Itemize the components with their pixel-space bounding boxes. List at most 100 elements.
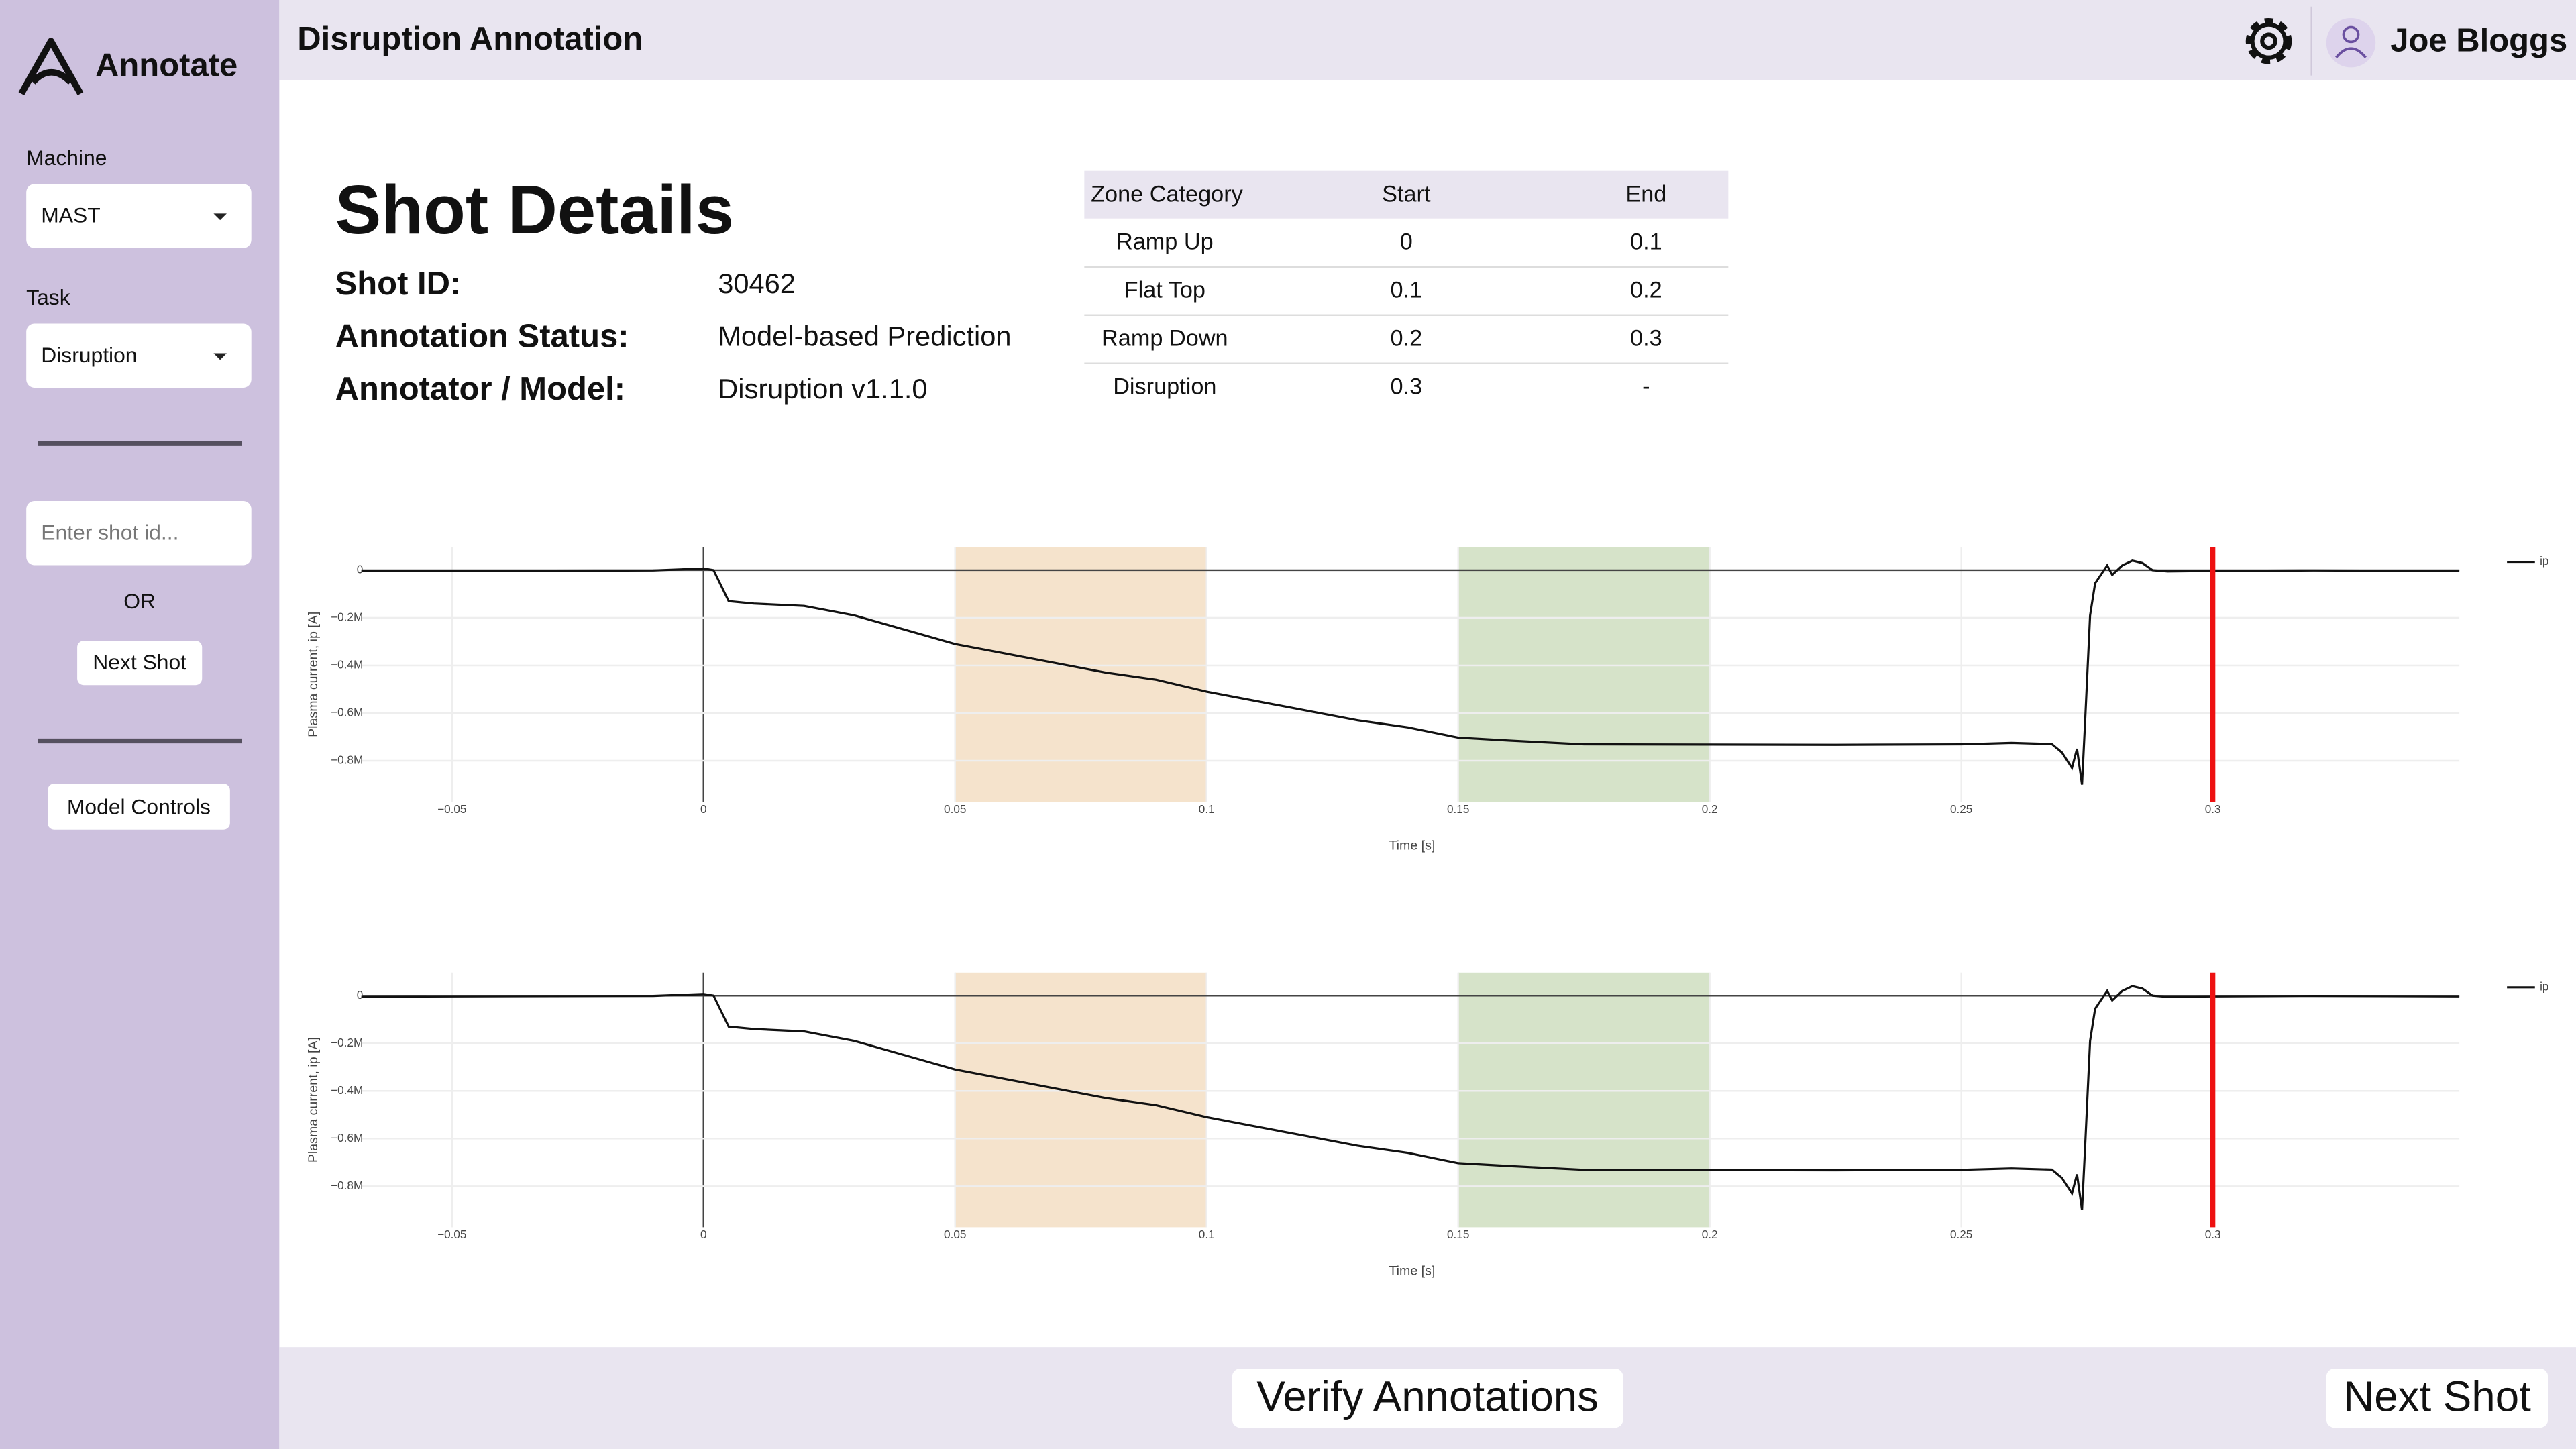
field-value: Disruption v1.1.0 — [718, 373, 927, 405]
input-box — [26, 500, 252, 566]
page-title: Disruption Annotation — [297, 21, 643, 57]
zone-band — [1458, 972, 1710, 1228]
model-controls-button[interactable]: Model Controls — [48, 784, 230, 830]
machine-select[interactable]: MAST — [26, 184, 252, 248]
section-title: Shot Details — [335, 171, 734, 248]
x-tick-label: 0.1 — [1199, 1228, 1215, 1241]
x-tick-label: 0.3 — [2205, 1228, 2221, 1241]
input-placeholder: Enter shot id... — [41, 520, 178, 544]
table-cell: Ramp Down — [1102, 326, 1228, 352]
x-tick-label: 0.3 — [2205, 802, 2221, 816]
legend-label: ip — [2540, 979, 2548, 993]
avatar-head — [2342, 25, 2360, 44]
x-tick-label: 0.05 — [944, 802, 966, 816]
machine-label: Machine — [26, 146, 107, 170]
x-tick-label: 0.25 — [1950, 802, 1972, 816]
task-label: Task — [26, 285, 70, 309]
line-chart: −0.05 0 0.05 0.1 0.15 0.2 0.25 0.3 0 −0.2M −0.4M −0… — [306, 972, 2548, 1279]
field-label: Annotator / Model: — [335, 371, 625, 407]
zone-band — [955, 972, 1207, 1228]
shot-id-input[interactable]: Enter shot id... — [26, 500, 252, 566]
select-box — [26, 323, 252, 388]
x-tick-label: 0 — [700, 1228, 707, 1241]
x-tick-label: 0.05 — [944, 1228, 966, 1241]
app-name: Annotate — [95, 47, 237, 83]
button-bg — [2326, 1368, 2548, 1428]
avatar-body — [2335, 47, 2367, 58]
table-cell: 0.2 — [1630, 278, 1662, 303]
y-tick-label: −0.4M — [331, 658, 363, 672]
x-tick-label: −0.05 — [437, 802, 466, 816]
logo-icon — [18, 38, 84, 95]
zone-band — [955, 547, 1207, 802]
table-header-bg — [1084, 170, 1729, 219]
select-value: MAST — [41, 203, 100, 227]
button-label: Model Controls — [67, 794, 211, 818]
y-tick-label: −0.6M — [331, 706, 363, 719]
table-cell: - — [1642, 374, 1650, 400]
x-tick-label: 0 — [700, 802, 707, 816]
series-line — [361, 559, 2460, 785]
line-chart: −0.05 0 0.05 0.1 0.15 0.2 0.25 0.3 0 −0.2M −0.4M −0… — [306, 547, 2548, 853]
series-line — [361, 985, 2460, 1211]
shot-fields: Shot ID: 30462 Annotation Status: Model-bas… — [335, 266, 1012, 407]
y-axis-title: Plasma current, ip [A] — [306, 1037, 321, 1163]
table-cell: 0 — [1400, 229, 1413, 255]
table-cell: Flat Top — [1124, 278, 1205, 303]
table-cell: Disruption — [1113, 374, 1216, 400]
x-tick-label: −0.05 — [437, 1228, 466, 1241]
header — [279, 0, 2576, 80]
zone-table: Zone Category Start End Ramp Up 0 0.1 Flat Top… — [1084, 170, 1729, 400]
gear-teeth — [2245, 17, 2292, 64]
select-value: Disruption — [41, 343, 137, 367]
y-tick-label: −0.8M — [331, 1179, 363, 1192]
x-axis-title: Time [s] — [1389, 838, 1435, 853]
button-label: Verify Annotations — [1256, 1373, 1599, 1420]
y-tick-label: −0.6M — [331, 1131, 363, 1144]
field-value: 30462 — [718, 268, 796, 299]
gear-hub — [2260, 32, 2277, 50]
x-tick-label: 0.15 — [1447, 802, 1469, 816]
table-header: Zone Category — [1091, 181, 1244, 207]
x-tick-label: 0.1 — [1199, 802, 1215, 816]
task-select[interactable]: Disruption — [26, 323, 252, 388]
select-arrow — [213, 213, 227, 221]
y-tick-label: −0.8M — [331, 753, 363, 767]
field-label: Annotation Status: — [335, 318, 629, 354]
x-tick-label: 0.15 — [1447, 1228, 1469, 1241]
y-axis-title: Plasma current, ip [A] — [306, 612, 321, 737]
x-tick-label: 0.2 — [1702, 802, 1718, 816]
y-tick-label: −0.4M — [331, 1083, 363, 1097]
table-cell: 0.1 — [1630, 229, 1662, 255]
y-tick-label: −0.2M — [331, 1036, 363, 1049]
charts: −0.05 0 0.05 0.1 0.15 0.2 0.25 0.3 0 −0.2M −0.4M −0… — [306, 547, 2548, 1279]
table-header: End — [1625, 181, 1666, 207]
button-bg — [77, 641, 203, 686]
legend-label: ip — [2540, 554, 2548, 568]
button-bg — [48, 784, 230, 830]
gear-ring — [2250, 22, 2288, 60]
select-arrow — [213, 353, 227, 360]
select-box — [26, 184, 252, 248]
user-menu[interactable]: Joe Bloggs — [2326, 17, 2567, 68]
verify-button[interactable]: Verify Annotations — [1232, 1368, 1623, 1428]
footer-next-button[interactable]: Next Shot — [2326, 1368, 2548, 1428]
settings-button[interactable] — [2245, 17, 2292, 64]
x-axis-title: Time [s] — [1389, 1264, 1435, 1279]
table-header: Start — [1382, 181, 1431, 207]
zone-band — [1458, 547, 1710, 802]
field-value: Model-based Prediction — [718, 320, 1011, 352]
button-label: Next Shot — [93, 650, 186, 674]
x-tick-label: 0.2 — [1702, 1228, 1718, 1241]
y-tick-label: 0 — [357, 562, 364, 576]
table-cell: 0.3 — [1391, 374, 1423, 400]
table-cell: 0.1 — [1391, 278, 1423, 303]
x-tick-label: 0.25 — [1950, 1228, 1972, 1241]
button-label: Next Shot — [2343, 1373, 2531, 1420]
y-tick-label: −0.2M — [331, 610, 363, 624]
y-tick-label: 0 — [357, 988, 364, 1002]
next-shot-button[interactable]: Next Shot — [77, 641, 203, 686]
button-bg — [1232, 1368, 1623, 1428]
